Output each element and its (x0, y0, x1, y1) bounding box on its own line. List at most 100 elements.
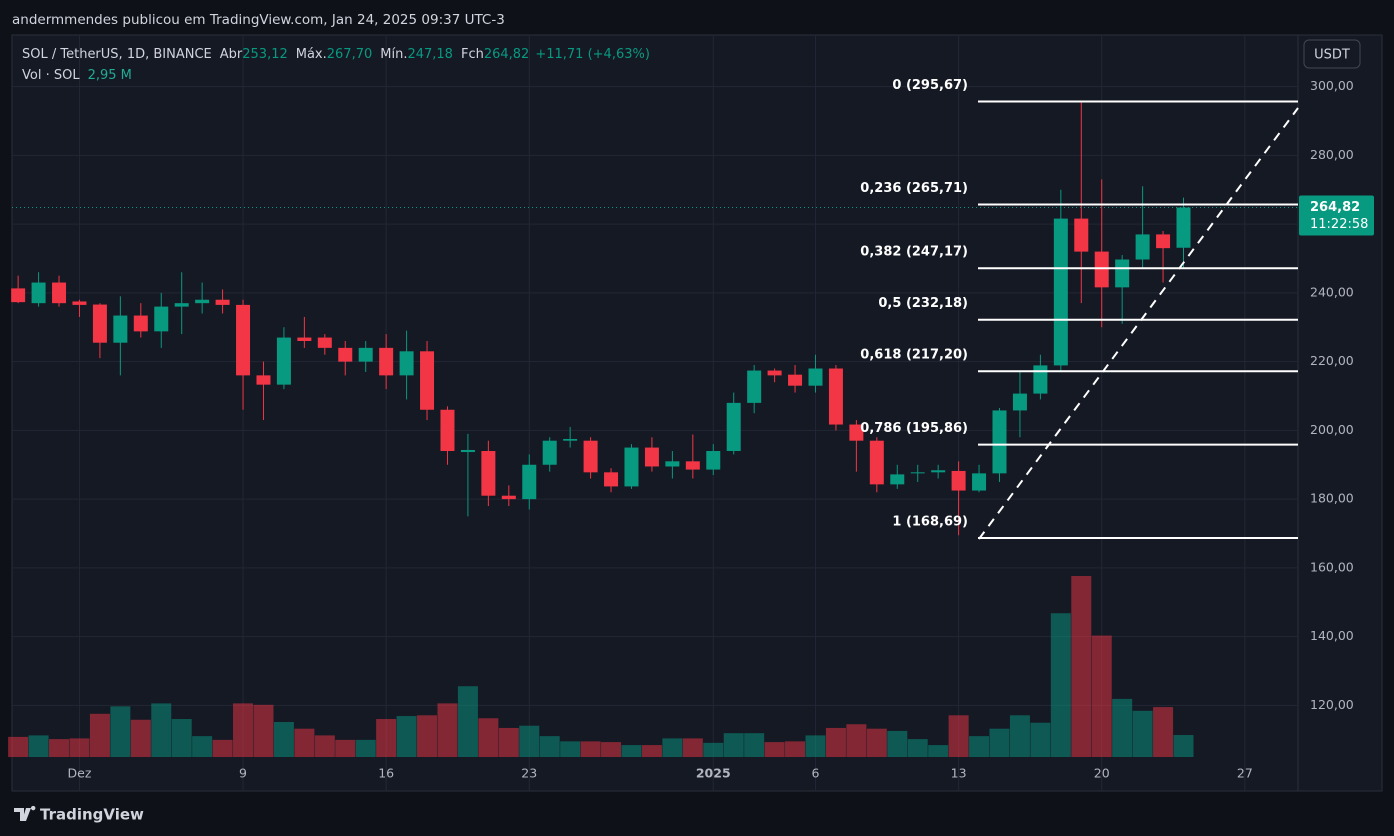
volume-bar (948, 715, 969, 757)
candle-body (133, 315, 148, 332)
fib-label: 0,382 (247,17) (860, 245, 968, 260)
candle-body (154, 306, 169, 332)
y-tick-label: 240,00 (1310, 284, 1354, 299)
candle-body (788, 374, 803, 386)
candle-body (706, 451, 721, 470)
candle-body (52, 282, 67, 304)
candle-body (1012, 393, 1027, 411)
y-tick-label: 120,00 (1310, 697, 1354, 712)
volume-bar (601, 742, 622, 757)
close-label: Fch (461, 47, 484, 62)
volume-bar (580, 741, 601, 757)
candle-body (297, 337, 312, 341)
candle-body (1053, 218, 1068, 366)
candle-body (1176, 207, 1191, 248)
logo: TradingView (14, 806, 144, 824)
change-value: +11,71 (+4,63%) (535, 47, 650, 62)
x-tick-label: 27 (1237, 766, 1253, 781)
candle-body (604, 472, 619, 487)
volume-bar (703, 742, 724, 757)
volume-bar (151, 703, 172, 757)
y-tick-label: 200,00 (1310, 422, 1354, 437)
y-tick-label: 220,00 (1310, 353, 1354, 368)
candle-body (1135, 234, 1150, 260)
volume-bar (212, 739, 233, 757)
volume-bar (1050, 613, 1071, 757)
candle-body (849, 424, 864, 441)
candle-body (644, 447, 659, 467)
y-tick-label: 280,00 (1310, 147, 1354, 162)
candle-body (113, 315, 128, 343)
volume-bar (478, 718, 499, 757)
volume-bar (539, 736, 560, 757)
volume-bar (866, 728, 887, 757)
candle-body (869, 440, 884, 485)
fib-label: 0,5 (232,18) (878, 296, 968, 311)
fib-label: 0,236 (265,71) (860, 181, 968, 196)
volume-bar (560, 741, 581, 757)
x-tick-label: 23 (521, 766, 537, 781)
volume-bar (887, 730, 908, 757)
y-tick-label: 140,00 (1310, 628, 1354, 643)
currency-button[interactable] (1303, 39, 1361, 69)
volume-value: 2,95 M (88, 68, 132, 83)
x-tick-label: Dez (68, 766, 92, 781)
last-price-tag (1299, 195, 1374, 236)
volume-bar (457, 686, 478, 757)
candle-body (338, 347, 353, 362)
logo-mark (14, 805, 36, 821)
volume-bar (1030, 722, 1051, 757)
candle-body (583, 440, 598, 473)
candle-body (420, 351, 435, 410)
candle-body (1094, 251, 1109, 288)
volume-bar (1153, 707, 1174, 757)
close-value: 264,82 (484, 47, 530, 62)
candle-body (399, 351, 414, 376)
volume-bar (1173, 735, 1194, 757)
open-value: 253,12 (242, 47, 288, 62)
volume-bar (744, 733, 765, 757)
x-tick-label: 9 (239, 766, 247, 781)
volume-bar (928, 745, 949, 757)
candle-body (808, 368, 823, 386)
candle-body (358, 347, 373, 362)
publisher-line: andermmendes publicou em TradingView.com… (12, 12, 505, 28)
candle-body (174, 303, 189, 307)
volume-bar (846, 724, 867, 757)
candle-body (624, 447, 639, 487)
candle-body (256, 375, 271, 385)
low-label: Mín. (380, 47, 407, 62)
volume-bar (805, 735, 826, 757)
candle-body (1156, 234, 1171, 249)
candle-body (747, 370, 762, 403)
volume-bar (314, 735, 335, 757)
candle-body (440, 409, 455, 452)
fib-label: 0,786 (195,86) (860, 421, 968, 436)
x-tick-label: 2025 (696, 766, 731, 781)
volume-bar (662, 738, 683, 757)
volume-bar (8, 736, 29, 757)
fib-label: 0,618 (217,20) (860, 348, 968, 363)
candle-body (215, 299, 230, 305)
volume-bar (825, 727, 846, 757)
volume-bar (192, 736, 213, 757)
candle-body (828, 368, 843, 425)
volume-bar (1112, 698, 1133, 757)
candle-body (460, 449, 475, 453)
low-value: 247,18 (407, 47, 453, 62)
axes: 120,00 140,00 160,00 180,00 200,00 220,00 240,… (68, 78, 1354, 780)
volume-bar (437, 703, 458, 757)
high-value: 267,70 (327, 47, 373, 62)
last-price-label: 264,82 (1310, 200, 1360, 215)
volume-bar (49, 739, 70, 757)
volume-bar (273, 721, 294, 757)
volume-bar (1009, 715, 1030, 757)
volume-bar (28, 735, 49, 757)
currency[interactable]: USDT (1314, 48, 1350, 63)
candle-body (195, 299, 210, 304)
volume-bar (641, 745, 662, 757)
x-tick-label: 20 (1094, 766, 1110, 781)
volume-bar (417, 715, 438, 757)
candle-body (317, 337, 332, 348)
